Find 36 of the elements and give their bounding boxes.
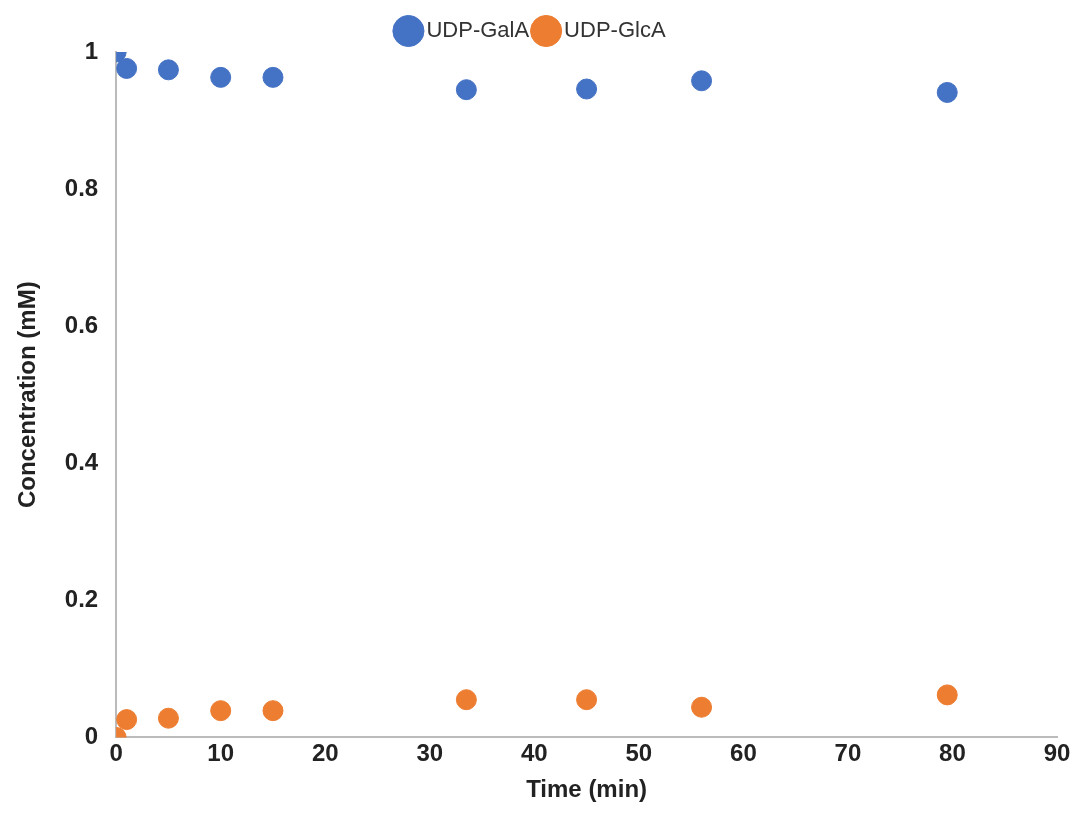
x-tick-label: 70 — [834, 739, 862, 767]
point — [210, 66, 232, 88]
x-tick-label: 0 — [109, 739, 123, 767]
point — [691, 696, 713, 718]
y-tick-label: 0.2 — [64, 584, 99, 612]
point — [576, 78, 598, 100]
point — [116, 709, 138, 731]
point — [455, 689, 477, 711]
legend-label: UDP-GlcA — [564, 17, 666, 43]
point — [576, 689, 598, 711]
x-tick-label: 90 — [1043, 739, 1071, 767]
x-tick-label: 30 — [416, 739, 444, 767]
point — [157, 707, 179, 729]
x-tick-label: 80 — [939, 739, 966, 767]
point — [210, 700, 232, 722]
x-tick-label: 40 — [520, 739, 548, 767]
point — [691, 70, 713, 92]
y-tick-label: 0.6 — [64, 310, 99, 338]
x-tick-label: 50 — [625, 739, 653, 767]
y-tick-label: 1 — [84, 36, 99, 64]
x-tick-label: 10 — [207, 739, 235, 767]
y-tick-label: 0.8 — [64, 173, 99, 201]
x-axis-title: Time (min) — [526, 775, 648, 803]
legend-label: UDP-GalA — [426, 17, 530, 43]
point — [262, 66, 284, 88]
y-axis-title: Concentration (mM) — [13, 281, 41, 509]
point — [262, 700, 284, 722]
point — [455, 79, 477, 101]
y-tick-label: 0 — [84, 722, 99, 750]
point — [116, 57, 138, 79]
point — [936, 81, 958, 103]
point — [936, 684, 958, 706]
point — [157, 59, 179, 81]
x-tick-label: 20 — [311, 739, 339, 767]
x-tick-label: 60 — [730, 739, 757, 767]
y-tick-label: 0.4 — [64, 447, 99, 475]
